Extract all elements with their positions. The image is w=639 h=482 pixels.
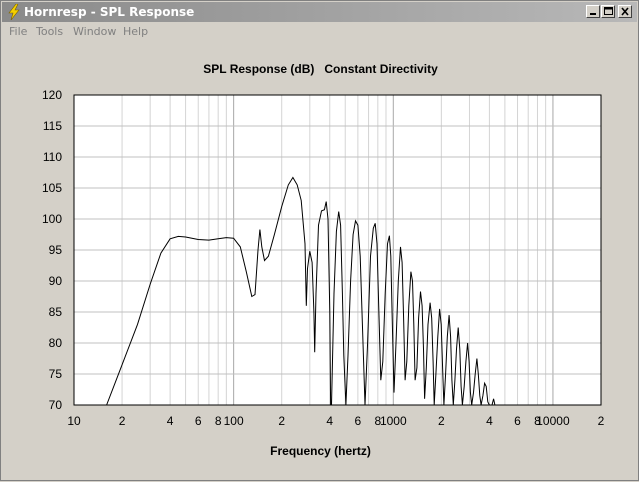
menu-file[interactable]: File	[9, 25, 28, 38]
chart-title: SPL Response (dB) Constant Directivity	[203, 62, 438, 76]
x-tick-label: 1000	[380, 414, 407, 428]
menu-bar: File Tools Window Help	[2, 23, 637, 41]
x-tick-label: 10000	[536, 414, 570, 428]
close-icon	[621, 7, 629, 16]
y-tick-label: 110	[43, 150, 62, 164]
x-tick-label: 8	[215, 414, 222, 428]
minimize-icon	[590, 13, 596, 15]
x-tick-label: 2	[598, 414, 605, 428]
x-tick-label: 6	[195, 414, 202, 428]
close-button[interactable]	[618, 5, 632, 18]
x-tick-label: 2	[119, 414, 126, 428]
x-tick-label: 4	[167, 414, 174, 428]
x-tick-label: 10	[67, 414, 81, 428]
menu-window[interactable]: Window	[73, 25, 117, 38]
y-tick-label: 120	[42, 88, 62, 102]
x-tick-label: 6	[355, 414, 362, 428]
x-tick-label: 4	[486, 414, 493, 428]
y-tick-label: 105	[42, 181, 62, 195]
plot-border	[73, 94, 602, 406]
x-tick-label: 4	[326, 414, 333, 428]
x-tick-label: 8	[534, 414, 541, 428]
y-tick-label: 85	[49, 305, 63, 319]
y-tick-label: 115	[43, 119, 62, 133]
y-tick-label: 95	[49, 243, 63, 257]
x-tick-label: 6	[514, 414, 521, 428]
lightning-bolt-icon	[8, 4, 20, 20]
y-tick-label: 80	[49, 336, 63, 350]
window-title: Hornresp - SPL Response	[24, 5, 195, 19]
x-tick-label: 2	[278, 414, 285, 428]
minimize-button[interactable]	[586, 5, 600, 18]
menu-help[interactable]: Help	[123, 25, 149, 38]
title-bar[interactable]: Hornresp - SPL Response	[2, 2, 637, 22]
y-tick-label: 70	[49, 398, 63, 412]
x-tick-label: 8	[374, 414, 381, 428]
y-tick-label: 100	[42, 212, 62, 226]
maximize-button[interactable]	[601, 5, 615, 18]
menu-tools[interactable]: Tools	[36, 25, 64, 38]
x-tick-label: 100	[224, 414, 244, 428]
maximize-icon	[604, 7, 613, 15]
x-axis-label: Frequency (hertz)	[270, 444, 371, 458]
y-tick-label: 90	[49, 274, 63, 288]
y-tick-label: 75	[49, 367, 63, 381]
spl-series-line	[106, 176, 498, 405]
x-tick-label: 2	[438, 414, 445, 428]
